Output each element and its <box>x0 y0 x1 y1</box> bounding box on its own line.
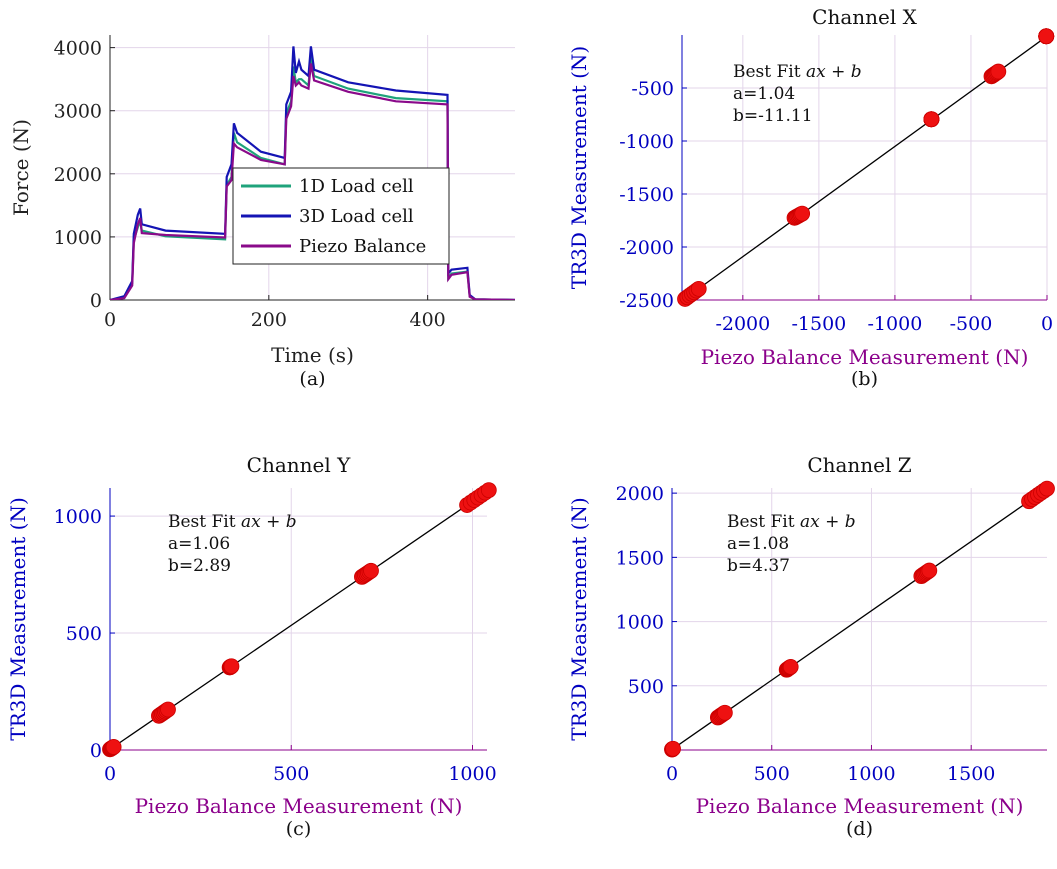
fit-line <box>671 488 1048 750</box>
annotation-a: a=1.04 <box>733 84 795 104</box>
data-point-4 <box>1038 28 1055 45</box>
x-axis-label: Piezo Balance Measurement (N) <box>701 345 1029 369</box>
x-tick-label: -500 <box>950 313 993 335</box>
x-tick-label: 0 <box>104 309 116 331</box>
y-tick-label: 500 <box>628 676 664 698</box>
x-tick-label: 0 <box>104 763 116 785</box>
x-tick-label: 200 <box>251 309 287 331</box>
data-point-4 <box>1039 480 1055 497</box>
y-tick-label: 4000 <box>54 38 102 60</box>
annotation-best-fit: Best Fit ax + b <box>168 512 297 532</box>
y-tick-label: -2000 <box>619 237 674 259</box>
x-tick-label: 0 <box>1041 313 1053 335</box>
annotation-a: a=1.06 <box>168 534 230 554</box>
data-point-2 <box>923 111 940 128</box>
panel-label: (d) <box>846 818 873 840</box>
data-point-0 <box>665 740 681 757</box>
annotation-b: b=4.37 <box>727 556 790 576</box>
chart-title: Channel Y <box>247 453 351 477</box>
y-tick-label: 0 <box>90 740 102 762</box>
annotation-b: b=-11.11 <box>733 106 813 126</box>
y-tick-label: 500 <box>66 623 102 645</box>
y-tick-label: 1500 <box>616 547 664 569</box>
annotation-formula: ax + b <box>800 512 856 532</box>
annotation-label: Best Fit <box>727 512 800 532</box>
data-point-2 <box>223 658 240 675</box>
x-tick-label: 400 <box>410 309 446 331</box>
annotation-b: b=2.89 <box>168 556 231 576</box>
x-tick-label: 1000 <box>448 763 496 785</box>
data-point-1 <box>716 704 733 721</box>
y-tick-label: -500 <box>631 78 674 100</box>
x-tick-label: 0 <box>666 763 678 785</box>
y-tick-label: 0 <box>90 290 102 312</box>
x-tick-label: 500 <box>273 763 309 785</box>
annotation-formula: ax + b <box>241 512 297 532</box>
annotation-label: Best Fit <box>168 512 241 532</box>
annotation-a: a=1.08 <box>727 534 789 554</box>
y-tick-label: 3000 <box>54 101 102 123</box>
x-tick-label: -1500 <box>791 313 846 335</box>
chart-title: Channel Z <box>807 453 911 477</box>
data-point-3 <box>921 562 938 579</box>
x-axis-label: Time (s) <box>271 343 354 367</box>
annotation-label: Best Fit <box>733 62 806 82</box>
y-axis-label: TR3D Measurement (N) <box>6 497 30 740</box>
x-tick-label: 1000 <box>847 763 895 785</box>
data-point-3 <box>990 63 1007 80</box>
legend-label: Piezo Balance <box>299 236 426 257</box>
x-tick-label: 1500 <box>947 763 995 785</box>
y-tick-label: -1500 <box>619 184 674 206</box>
data-point-1 <box>160 701 176 718</box>
y-tick-label: 1000 <box>54 227 102 249</box>
annotation-best-fit: Best Fit ax + b <box>733 62 862 82</box>
y-tick-label: 1000 <box>54 506 102 528</box>
data-point-1 <box>794 205 811 222</box>
x-axis-label: Piezo Balance Measurement (N) <box>696 794 1024 818</box>
y-tick-label: 2000 <box>54 164 102 186</box>
x-tick-label: -2000 <box>715 313 770 335</box>
data-point-0 <box>690 280 707 297</box>
legend-label: 1D Load cell <box>299 176 414 197</box>
y-tick-label: 2000 <box>616 483 664 505</box>
annotation-formula: ax + b <box>806 62 862 82</box>
y-axis-label: Force (N) <box>9 119 33 216</box>
x-tick-label: -1000 <box>868 313 923 335</box>
panel-label: (b) <box>851 368 878 390</box>
annotation-best-fit: Best Fit ax + b <box>727 512 856 532</box>
data-point-2 <box>782 659 799 675</box>
legend-label: 3D Load cell <box>299 206 414 227</box>
x-axis-label: Piezo Balance Measurement (N) <box>135 794 463 818</box>
data-point-3 <box>363 562 379 579</box>
y-tick-label: 1000 <box>616 612 664 634</box>
y-axis-label: TR3D Measurement (N) <box>567 497 591 740</box>
x-tick-label: 500 <box>754 763 790 785</box>
data-point-0 <box>105 739 122 755</box>
panel-label: (a) <box>299 368 325 390</box>
chart-title: Channel X <box>812 5 917 29</box>
y-tick-label: -1000 <box>619 131 674 153</box>
data-point-4 <box>480 482 497 499</box>
y-tick-label: -2500 <box>619 290 674 312</box>
panel-label: (c) <box>286 818 311 840</box>
y-axis-label: TR3D Measurement (N) <box>567 46 591 289</box>
